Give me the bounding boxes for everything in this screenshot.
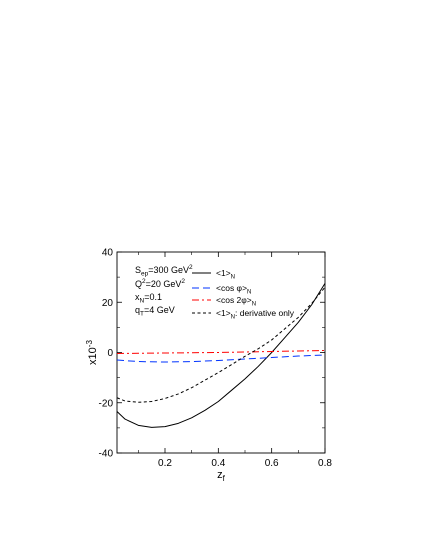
- annotation-2: xN=0.1: [135, 292, 162, 305]
- legend: <1>N <cos φ>N<cos 2φ>N<1>N: derivative on…: [192, 268, 295, 321]
- series-line-3: [116, 286, 326, 403]
- annotation-0: Sep=300 GeV2: [135, 264, 193, 278]
- x-tick-label: 0.8: [318, 458, 332, 469]
- legend-label-0: <1>N: [216, 268, 235, 281]
- y-tick-label: -40: [99, 449, 114, 460]
- series-group: [116, 283, 326, 428]
- y-tick-label: 0: [107, 348, 113, 359]
- y-tick-label: 40: [102, 248, 114, 259]
- x-tick-label: 0.2: [158, 458, 172, 469]
- annotation-1: Q2=20 GeV2: [135, 278, 185, 289]
- y-axis-label: x10-3: [85, 340, 99, 365]
- axis-labels: zf x10-3: [85, 340, 226, 483]
- series-line-1: [116, 354, 326, 363]
- series-line-2: [116, 349, 326, 354]
- x-tick-label: 0.6: [265, 458, 279, 469]
- annotation-3: qT=4 GeV: [135, 305, 175, 318]
- y-tick-label: -20: [99, 398, 114, 409]
- x-axis-label: zf: [217, 469, 226, 483]
- ticks: 0.2 0.4 0.6 0.8 -40 -20 0 20 40: [99, 248, 333, 470]
- legend-label-3: <1>N: derivative only: [216, 308, 295, 321]
- series-line-0: [116, 283, 326, 428]
- x-tick-label: 0.4: [211, 458, 225, 469]
- legend-label-1: <cos φ>N: [216, 283, 251, 296]
- y-tick-label: 20: [102, 298, 114, 309]
- legend-label-2: <cos 2φ>N: [216, 295, 256, 308]
